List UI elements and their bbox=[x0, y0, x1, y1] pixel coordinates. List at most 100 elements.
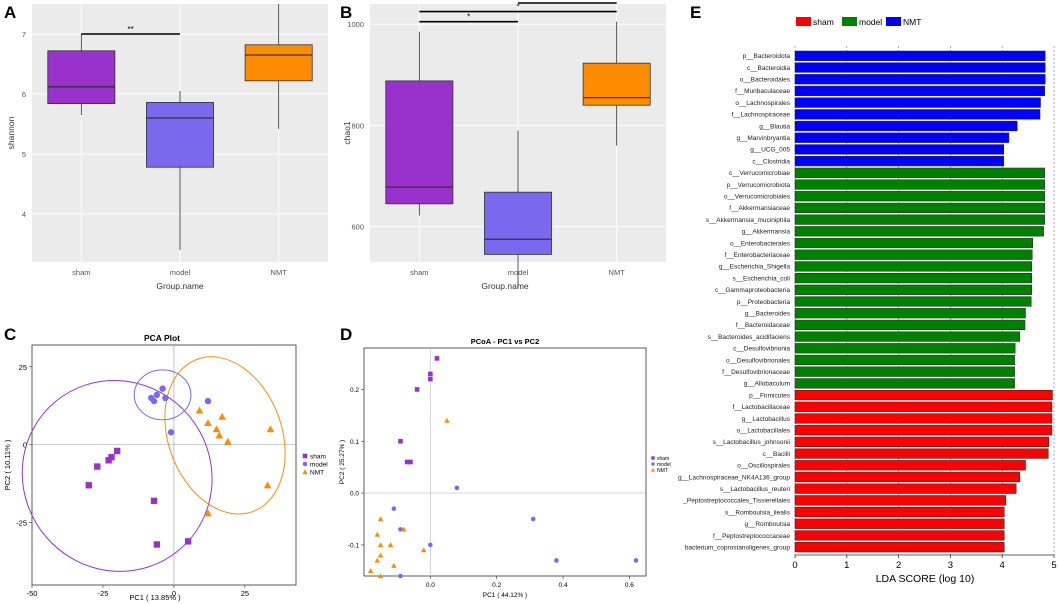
pe-bar bbox=[794, 483, 1017, 494]
pa-xtick-label: sham bbox=[72, 268, 90, 277]
pc-point-NMT bbox=[218, 412, 227, 420]
pc-point-model bbox=[204, 397, 212, 405]
pe-xtick-label: 3 bbox=[948, 560, 953, 571]
pe-bar bbox=[794, 120, 1018, 132]
pe-legend-swatch-model bbox=[842, 17, 857, 26]
pc-xtick-label: -25 bbox=[98, 589, 109, 598]
pe-xtick-label: 4 bbox=[1000, 560, 1005, 571]
panel-letter-b: B bbox=[340, 3, 352, 22]
pe-bar bbox=[794, 179, 1045, 190]
panel-a-y-ticks: 4 5 6 7 bbox=[22, 30, 26, 219]
pa-box-sham bbox=[47, 50, 116, 104]
pe-category-label: s__Lactobacillus_johnsonii bbox=[713, 439, 790, 446]
pc-point-NMT bbox=[212, 425, 221, 433]
pe-category-label: o__Lachnospirales bbox=[735, 100, 790, 107]
pe-bar bbox=[794, 50, 1046, 61]
panel-a-ylabel: shannon bbox=[6, 116, 16, 149]
pc-point-model bbox=[159, 385, 166, 392]
pe-category-label: g__Lactobacillus bbox=[742, 416, 791, 423]
panel-b-x-ticks: sham model NMT bbox=[410, 268, 625, 277]
pd-xtick-label: 0.0 bbox=[426, 582, 435, 589]
pe-category-label: f__Peptostreptococcaceae bbox=[713, 533, 790, 540]
pe-category-label: f__Akkermansiaceae bbox=[729, 205, 790, 212]
pe-legend-label: NMT bbox=[903, 17, 921, 27]
pb-xtick-label: sham bbox=[410, 268, 428, 277]
pb-sig-label: * bbox=[516, 3, 519, 12]
pd-legend-marker-sham bbox=[651, 456, 655, 460]
pe-bar bbox=[794, 331, 1021, 342]
pe-bar bbox=[794, 249, 1033, 260]
pd-point-model bbox=[530, 516, 536, 522]
pe-legend-label: sham bbox=[813, 17, 834, 27]
pe-category-label: s__Bacteroides_acidifaciens bbox=[708, 334, 791, 341]
pe-category-label: o__Bacteroidales bbox=[740, 77, 791, 84]
pb-xtick-label: NMT bbox=[609, 268, 626, 277]
pe-category-label: p__Proteobacteria bbox=[737, 299, 791, 306]
pe-category-label: c__Verrucomicrobiae bbox=[729, 170, 790, 177]
panel-e-xlabel: LDA SCORE (log 10) bbox=[876, 573, 975, 585]
pd-point-sham bbox=[404, 459, 410, 465]
pe-bar bbox=[794, 378, 1015, 389]
pc-xtick-label: 25 bbox=[241, 589, 249, 598]
pe-category-label: s__Romboutsia_ilealis bbox=[725, 509, 791, 516]
pe-category-label: o__Enterobacterales bbox=[730, 240, 791, 247]
pd-point-sham bbox=[408, 459, 413, 465]
pe-category-label: f__Muribaculaceae bbox=[735, 88, 790, 95]
pc-point-model bbox=[153, 391, 161, 399]
pe-bar bbox=[794, 319, 1026, 330]
pc-ytick-label: 25 bbox=[19, 363, 27, 372]
pe-category-label: p__Verrucomicrobiota bbox=[727, 182, 791, 189]
pe-bar bbox=[794, 167, 1045, 178]
panel-b-significance: **** bbox=[419, 0, 617, 23]
pe-category-label: o__Lactobacillales bbox=[737, 427, 791, 434]
panel-d-ylabel: PC2 ( 25.27% ) bbox=[339, 440, 346, 484]
pd-point-sham bbox=[428, 376, 433, 382]
panel-c-plot-frame bbox=[31, 344, 297, 586]
pb-box-sham bbox=[385, 80, 454, 205]
pc-ellipse-model bbox=[133, 369, 192, 421]
pd-point-NMT bbox=[377, 542, 384, 548]
panel-d-axes: 0.0 0.2 0.4 0.6 -0.1 0.0 0.1 0.2 bbox=[348, 348, 646, 589]
pe-bar bbox=[794, 436, 1050, 447]
pe-bar bbox=[794, 296, 1032, 307]
pe-category-label: g__Allobaculum bbox=[744, 381, 790, 388]
pe-category-label: g__Akkermansia bbox=[742, 229, 791, 236]
pe-category-label: g__Escherichia_Shigella bbox=[719, 264, 791, 271]
pc-ytick-label: 0 bbox=[23, 441, 27, 450]
pe-category-label: g__Marvinbryantia bbox=[737, 135, 791, 142]
pc-ytick-label: -25 bbox=[16, 519, 27, 528]
pe-category-label: c__Gammaproteobacteria bbox=[715, 287, 791, 294]
pa-xtick-label: NMT bbox=[271, 268, 288, 277]
pe-bar bbox=[794, 144, 1005, 155]
pd-point-model bbox=[398, 573, 403, 579]
pe-category-label: p__Firmicutes bbox=[749, 392, 791, 399]
panel-d-xlabel: PC1 ( 44.12% ) bbox=[483, 592, 527, 599]
pb-xtick-label: model bbox=[508, 268, 529, 277]
pa-xtick-label: model bbox=[170, 268, 191, 277]
pe-category-label: g__Lachnospiraceae_NK4A136_group bbox=[678, 474, 790, 481]
panel-e-x-ticks: 0 1 2 3 4 5 bbox=[792, 554, 1057, 571]
pc-legend-marker-model bbox=[302, 461, 308, 467]
pe-bar bbox=[794, 85, 1045, 97]
pa-box-NMT bbox=[244, 44, 313, 82]
pe-bar bbox=[794, 109, 1041, 120]
pc-point-NMT bbox=[204, 509, 212, 517]
pe-category-label: g__Blautia bbox=[759, 123, 790, 130]
pe-bar bbox=[794, 191, 1045, 202]
pe-category-label: c__Bacilli bbox=[763, 451, 790, 458]
pe-bar bbox=[794, 448, 1049, 459]
pb-sig-label: ** bbox=[564, 0, 570, 3]
pe-xtick-label: 0 bbox=[792, 560, 797, 571]
pe-legend-label: model bbox=[859, 17, 882, 27]
pe-category-label: bacterium_coprostanoligenes_group bbox=[685, 544, 791, 551]
pe-category-label: o__Desulfovibrionales bbox=[726, 357, 791, 364]
panel-b-y-ticks: 600 800 1000 bbox=[347, 20, 364, 231]
pe-xtick-label: 2 bbox=[896, 560, 901, 571]
pe-bar bbox=[794, 62, 1046, 73]
pe-bar bbox=[794, 97, 1041, 108]
pc-ellipse-NMT bbox=[164, 356, 286, 515]
pe-bar bbox=[794, 226, 1044, 237]
pd-point-model bbox=[391, 506, 397, 511]
